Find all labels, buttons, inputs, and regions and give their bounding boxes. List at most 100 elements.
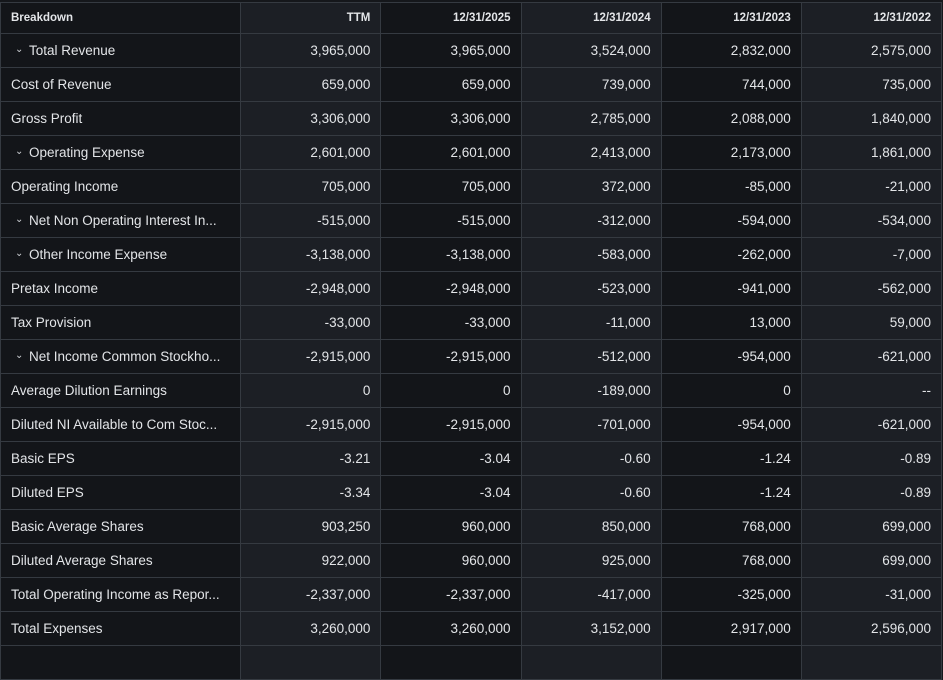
row-label: Total Expenses [11,621,103,636]
value-cell: 3,260,000 [380,611,522,646]
row-label: Gross Profit [11,111,83,126]
value-cell: 744,000 [660,67,802,102]
table-row: Pretax Income -2,948,000 -2,948,000 -523,00… [0,271,943,306]
value-cell: -11,000 [520,305,662,340]
column-header-period: 12/31/2025 [380,2,522,34]
value-cell: -523,000 [520,271,662,306]
value-cell: -515,000 [240,203,382,238]
value-cell: 3,152,000 [520,611,662,646]
row-label: Net Income Common Stockho... [29,349,221,364]
value-cell: -1.24 [660,475,802,510]
row-label-cell: Operating Income [0,169,242,204]
value-cell: -3,138,000 [380,237,522,272]
value-cell: -189,000 [520,373,662,408]
value-cell: 768,000 [660,509,802,544]
chevron-down-icon[interactable]: ⌄ [15,350,24,361]
value-cell: 2,601,000 [240,135,382,170]
chevron-down-icon[interactable]: ⌄ [15,248,24,259]
row-label-cell: Pretax Income [0,271,242,306]
row-label: Operating Expense [29,145,145,160]
chevron-down-icon[interactable]: ⌄ [15,146,24,157]
value-cell: 705,000 [380,169,522,204]
value-cell: 3,965,000 [240,33,382,68]
value-cell: -21,000 [800,169,943,204]
value-cell: -2,948,000 [380,271,522,306]
table-row: Diluted NI Available to Com Stoc... -2,91… [0,407,943,442]
value-cell: -2,915,000 [240,339,382,374]
column-header-period: 12/31/2022 [800,2,943,34]
value-cell: 925,000 [520,543,662,578]
row-label-cell: Average Dilution Earnings [0,373,242,408]
value-cell: 659,000 [380,67,522,102]
value-cell: -2,915,000 [240,407,382,442]
value-cell: -2,337,000 [380,577,522,612]
chevron-down-icon[interactable]: ⌄ [15,44,24,55]
value-cell: 59,000 [800,305,943,340]
value-cell: -594,000 [660,203,802,238]
value-cell: 3,524,000 [520,33,662,68]
value-cell: -534,000 [800,203,943,238]
value-cell: -2,915,000 [380,339,522,374]
value-cell: 3,306,000 [380,101,522,136]
value-cell: -0.89 [800,441,943,476]
value-cell [380,645,522,680]
value-cell: 768,000 [660,543,802,578]
value-cell: 705,000 [240,169,382,204]
value-cell: 2,088,000 [660,101,802,136]
row-label: Pretax Income [11,281,99,296]
value-cell: 2,785,000 [520,101,662,136]
value-cell [660,645,802,680]
row-label-cell[interactable]: ⌄ Net Non Operating Interest In... [0,203,242,238]
table-row: ⌄ Other Income Expense -3,138,000 -3,138,00… [0,237,943,272]
value-cell: 903,250 [240,509,382,544]
row-label-cell: Diluted Average Shares [0,543,242,578]
row-label: Diluted NI Available to Com Stoc... [11,417,218,432]
row-label-cell[interactable]: ⌄ Other Income Expense [0,237,242,272]
value-cell: -0.60 [520,475,662,510]
row-label-cell[interactable]: ⌄ Net Income Common Stockho... [0,339,242,374]
value-cell [800,645,943,680]
row-label: Diluted EPS [11,485,84,500]
table-row: Operating Income 705,000 705,000 372,000 -85… [0,169,943,204]
value-cell: -512,000 [520,339,662,374]
value-cell: 3,306,000 [240,101,382,136]
row-label: Operating Income [11,179,119,194]
value-cell: -3.21 [240,441,382,476]
row-label: Basic EPS [11,451,75,466]
value-cell: -3.04 [380,475,522,510]
row-label: Diluted Average Shares [11,553,153,568]
value-cell: 659,000 [240,67,382,102]
row-label-cell[interactable]: ⌄ Total Revenue [0,33,242,68]
value-cell: 372,000 [520,169,662,204]
value-cell: -312,000 [520,203,662,238]
value-cell: 2,601,000 [380,135,522,170]
value-cell: -621,000 [800,407,943,442]
value-cell: -954,000 [660,339,802,374]
table-row: Average Dilution Earnings 0 0 -189,000 0 -- [0,373,943,408]
table-row: Total Expenses 3,260,000 3,260,000 3,152,00… [0,611,943,646]
value-cell: 2,917,000 [660,611,802,646]
row-label-cell: Basic EPS [0,441,242,476]
value-cell: -262,000 [660,237,802,272]
chevron-down-icon[interactable]: ⌄ [15,214,24,225]
value-cell: -33,000 [380,305,522,340]
row-label: Average Dilution Earnings [11,383,167,398]
value-cell: -31,000 [800,577,943,612]
table-row: ⌄ Net Income Common Stockho... -2,915,000-… [0,339,943,374]
table-row: Basic EPS -3.21 -3.04 -0.60 -1.24 -0.89 [0,441,943,476]
value-cell: -583,000 [520,237,662,272]
row-label-cell: Diluted EPS [0,475,242,510]
value-cell: 960,000 [380,543,522,578]
table-row: Diluted Average Shares 922,000 960,000 925,… [0,543,943,578]
row-label-cell[interactable]: ⌄ Operating Expense [0,135,242,170]
value-cell: 0 [240,373,382,408]
value-cell: -941,000 [660,271,802,306]
row-label-cell: Total Operating Income as Repor... [0,577,242,612]
value-cell [520,645,662,680]
table-row: Basic Average Shares 903,250 960,000 850,00… [0,509,943,544]
table-row: ⌄ Total Revenue 3,965,000 3,965,000 3,524,00… [0,33,943,68]
table-header: Breakdown TTM 12/31/2025 12/31/2024 12/31/20… [0,2,943,34]
value-cell: 3,260,000 [240,611,382,646]
value-cell: -954,000 [660,407,802,442]
